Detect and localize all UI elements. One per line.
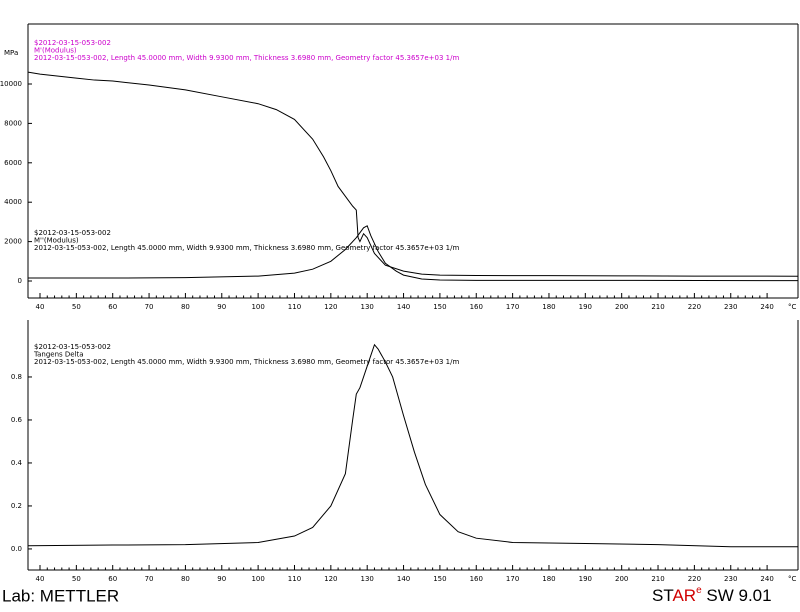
y-tick-label: 2000 xyxy=(4,238,22,246)
brand-red: AR xyxy=(672,586,696,605)
x-tick-label: 60 xyxy=(108,303,117,311)
x-tick-label: 140 xyxy=(397,575,410,583)
x-tick-label: 190 xyxy=(579,303,592,311)
annotation: M'(Modulus) xyxy=(34,47,77,55)
x-tick-label: 50 xyxy=(72,575,81,583)
x-tick-label: 230 xyxy=(724,303,737,311)
annotation: $2012-03-15-053-002 xyxy=(34,39,111,47)
x-tick-label: 180 xyxy=(542,303,555,311)
y-tick-label: 10000 xyxy=(0,80,22,88)
x-tick-label: 150 xyxy=(433,303,446,311)
x-tick-label: 190 xyxy=(579,575,592,583)
x-tick-label: 220 xyxy=(688,575,701,583)
x-tick-label: 160 xyxy=(470,303,483,311)
x-tick-label: 150 xyxy=(433,575,446,583)
version: SW 9.01 xyxy=(702,586,772,605)
annotation: M''(Modulus) xyxy=(34,237,79,245)
x-tick-label: 70 xyxy=(145,303,154,311)
x-tick-label: 100 xyxy=(251,575,264,583)
data-line xyxy=(28,225,799,282)
x-tick-label: 170 xyxy=(506,575,519,583)
y-tick-label: 0.4 xyxy=(11,459,23,467)
x-tick-label: 80 xyxy=(181,575,190,583)
x-tick-label: 50 xyxy=(72,303,81,311)
x-tick-label: 170 xyxy=(506,303,519,311)
y-unit: MPa xyxy=(4,49,18,57)
footer-brand: STARe SW 9.01 xyxy=(652,585,772,606)
x-tick-label: 130 xyxy=(361,575,374,583)
data-line xyxy=(27,71,799,277)
x-tick-label: 110 xyxy=(288,303,301,311)
footer-lab: Lab: METTLER xyxy=(2,586,119,605)
x-tick-label: 120 xyxy=(324,575,337,583)
x-tick-label: 70 xyxy=(145,575,154,583)
x-tick-label: 210 xyxy=(651,575,664,583)
y-tick-label: 0.8 xyxy=(11,373,22,381)
brand-black: ST xyxy=(652,586,673,605)
y-tick-label: 8000 xyxy=(4,119,22,127)
y-tick-label: 0 xyxy=(18,277,22,285)
x-tick-label: 130 xyxy=(361,303,374,311)
x-tick-label: 110 xyxy=(288,575,301,583)
x-tick-label: 180 xyxy=(542,575,555,583)
annotation: 2012-03-15-053-002, Length 45.0000 mm, W… xyxy=(34,244,459,252)
x-tick-label: 220 xyxy=(688,303,701,311)
annotation: 2012-03-15-053-002, Length 45.0000 mm, W… xyxy=(34,358,459,366)
x-tick-label: 140 xyxy=(397,303,410,311)
x-tick-label: 240 xyxy=(760,303,773,311)
y-tick-label: 0.0 xyxy=(11,545,22,553)
y-tick-label: 4000 xyxy=(4,198,22,206)
annotation: Tangens Delta xyxy=(33,351,84,359)
x-tick-label: 40 xyxy=(36,575,45,583)
x-tick-label: 100 xyxy=(251,303,264,311)
x-tick-label: 200 xyxy=(615,575,628,583)
x-tick-label: 230 xyxy=(724,575,737,583)
x-tick-label: 80 xyxy=(181,303,190,311)
x-unit: °C xyxy=(788,303,797,311)
x-tick-label: 210 xyxy=(651,303,664,311)
x-tick-label: 40 xyxy=(36,303,45,311)
annotation: $2012-03-15-053-002 xyxy=(34,343,111,351)
x-tick-label: 160 xyxy=(470,575,483,583)
y-tick-label: 6000 xyxy=(4,159,22,167)
annotation: $2012-03-15-053-002 xyxy=(34,229,111,237)
x-tick-label: 120 xyxy=(324,303,337,311)
x-tick-label: 240 xyxy=(760,575,773,583)
y-tick-label: 0.2 xyxy=(11,502,22,510)
x-unit: °C xyxy=(788,575,797,583)
annotation: 2012-03-15-053-002, Length 45.0000 mm, W… xyxy=(34,54,459,62)
x-tick-label: 90 xyxy=(217,575,226,583)
x-tick-label: 200 xyxy=(615,303,628,311)
x-tick-label: 60 xyxy=(108,575,117,583)
data-line xyxy=(27,343,798,548)
brand-sup: e xyxy=(696,585,702,596)
x-tick-label: 90 xyxy=(217,303,226,311)
y-tick-label: 0.6 xyxy=(11,416,23,424)
